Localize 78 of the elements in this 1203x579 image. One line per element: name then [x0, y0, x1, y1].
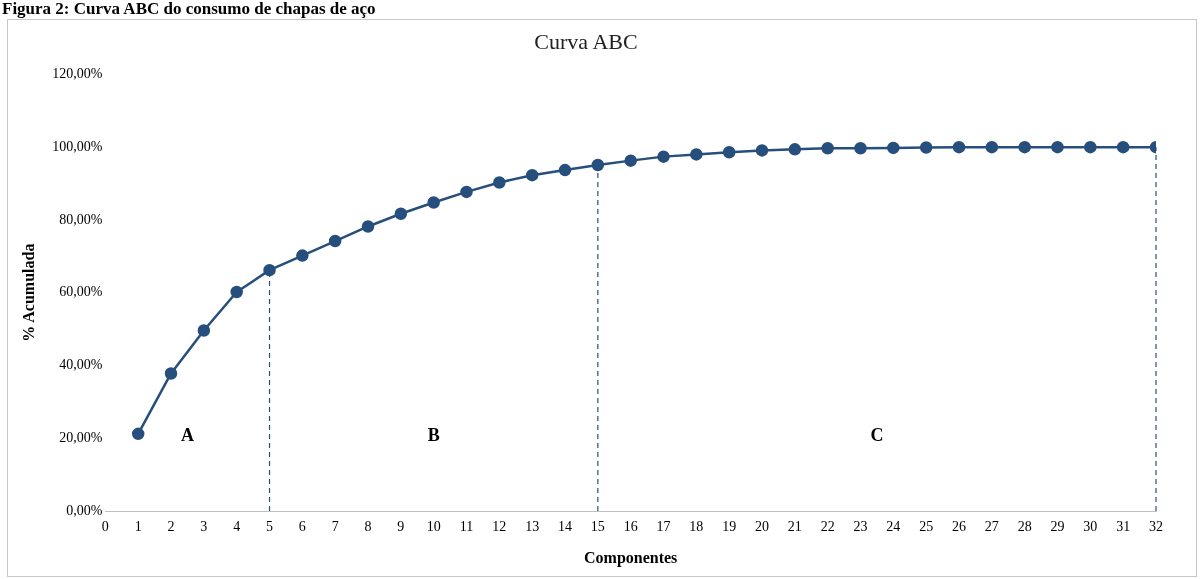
x-tick-label: 13 — [525, 519, 540, 535]
x-tick-label: 0 — [101, 519, 109, 535]
point — [788, 143, 802, 156]
point — [361, 220, 375, 233]
annotation: C — [870, 425, 884, 446]
x-tick-label: 31 — [1116, 519, 1131, 535]
point — [296, 249, 309, 262]
point — [887, 141, 900, 155]
x-tick-label: 10 — [426, 519, 441, 535]
annotation: A — [180, 425, 194, 446]
x-tick-label: 15 — [590, 519, 605, 535]
x-tick-label: 18 — [689, 519, 704, 535]
point — [525, 168, 539, 182]
y-axis-title: % Acumulada — [19, 243, 37, 342]
point — [164, 367, 178, 380]
point — [755, 144, 769, 157]
point — [427, 196, 440, 209]
x-tick-label: 23 — [853, 519, 868, 535]
point — [657, 150, 670, 163]
x-tick-label: 26 — [952, 519, 967, 535]
x-tick-label: 27 — [984, 519, 999, 535]
point — [328, 234, 342, 248]
x-tick-label: 2 — [167, 519, 175, 535]
point — [854, 142, 867, 155]
x-tick-label: 29 — [1050, 519, 1065, 535]
y-tick-label: 120,00% — [52, 66, 103, 82]
point — [1051, 140, 1064, 154]
x-tick-label: 11 — [459, 519, 474, 535]
point — [1018, 140, 1031, 154]
x-tick-label: 8 — [364, 519, 372, 535]
x-tick-label: 16 — [623, 519, 638, 535]
point — [591, 158, 605, 172]
y-tick-label: 20,00% — [59, 429, 103, 445]
annotation: B — [427, 425, 440, 446]
x-tick-label: 20 — [755, 519, 770, 535]
point — [690, 148, 703, 161]
point — [558, 163, 572, 177]
text: Figura 2: Curva ABC do consumo de chapas de aço — [2, 0, 376, 18]
x-tick-label: 6 — [298, 519, 306, 535]
point — [460, 185, 473, 199]
point — [1116, 140, 1130, 154]
x-tick-label: 25 — [919, 519, 934, 535]
x-tick-label: 7 — [331, 519, 339, 535]
point — [1084, 140, 1097, 154]
x-axis-title: Componentes — [584, 548, 678, 567]
point — [919, 141, 933, 154]
point — [722, 146, 736, 159]
point — [493, 176, 506, 189]
point — [985, 140, 999, 154]
x-tick-label: 17 — [656, 519, 671, 535]
x-tick-label: 1 — [134, 519, 142, 535]
x-tick-label: 24 — [886, 519, 901, 535]
y-tick-label: 60,00% — [59, 284, 103, 300]
x-tick-label: 30 — [1083, 519, 1098, 535]
x-tick-label: 14 — [558, 519, 573, 535]
point — [263, 263, 276, 277]
x-tick-label: 3 — [200, 519, 208, 535]
y-tick-label: 0,00% — [66, 502, 103, 518]
point — [394, 207, 408, 220]
chart-title: Curva ABC — [534, 28, 638, 54]
x-tick-label: 9 — [397, 519, 405, 535]
y-tick-label: 40,00% — [59, 357, 103, 373]
x-tick-label: 19 — [722, 519, 737, 535]
point — [230, 285, 243, 299]
y-tick-label: 100,00% — [52, 138, 103, 154]
point — [624, 154, 637, 167]
x-tick-label: 32 — [1149, 519, 1163, 535]
x-tick-label: 12 — [492, 519, 507, 535]
point — [197, 324, 211, 337]
x-tick-label: 28 — [1017, 519, 1032, 535]
x-tick-label: 21 — [787, 519, 802, 535]
point — [952, 140, 966, 154]
point — [821, 142, 834, 155]
y-tick-label: 80,00% — [59, 211, 103, 227]
x-tick-label: 5 — [266, 519, 274, 535]
point — [131, 427, 145, 441]
x-tick-label: 22 — [820, 519, 835, 535]
x-tick-label: 4 — [233, 519, 241, 535]
